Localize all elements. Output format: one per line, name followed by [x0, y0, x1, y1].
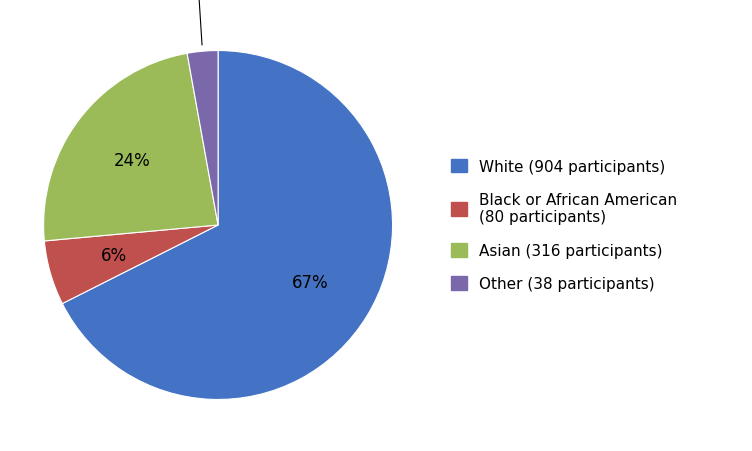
Wedge shape — [62, 51, 393, 400]
Legend: White (904 participants), Black or African American
(80 participants), Asian (31: White (904 participants), Black or Afric… — [444, 152, 685, 299]
Text: 6%: 6% — [101, 246, 127, 264]
Text: 3%: 3% — [184, 0, 211, 46]
Wedge shape — [44, 226, 218, 304]
Wedge shape — [44, 54, 218, 241]
Wedge shape — [187, 51, 218, 226]
Text: 67%: 67% — [292, 273, 329, 291]
Text: 24%: 24% — [114, 151, 150, 169]
